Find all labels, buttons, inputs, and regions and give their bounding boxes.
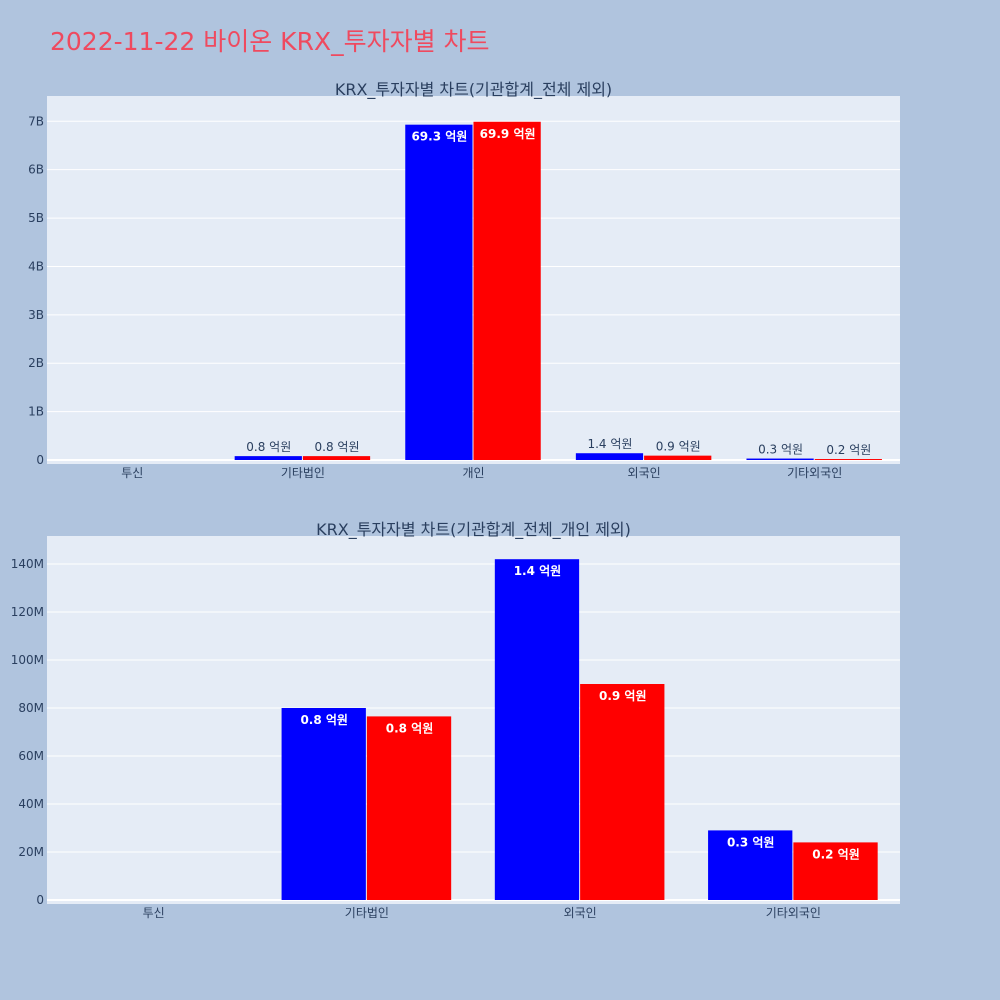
- y-tick-label-0-4: 4B: [28, 259, 44, 273]
- bar-label-1-0-3: 0.3 억원: [727, 835, 775, 849]
- bar-label-0-0-2: 69.3 억원: [411, 130, 467, 144]
- bar-1-1-1: [366, 716, 452, 900]
- bar-label-0-1-2: 69.9 억원: [480, 127, 536, 141]
- x-tick-label-0-2: 개인: [462, 466, 484, 480]
- bar-label-1-1-1: 0.8 억원: [386, 721, 434, 735]
- x-tick-label-1-0: 투신: [143, 906, 165, 920]
- x-tick-label-1-2: 외국인: [564, 906, 597, 920]
- x-tick-label-0-4: 기타외국인: [787, 466, 842, 480]
- bar-0-0-3: [575, 453, 644, 460]
- chart-title-1: KRX_투자자별 차트(기관합계_전체_개인 제외): [316, 520, 631, 540]
- y-tick-label-0-7: 7B: [28, 114, 44, 128]
- y-tick-label-1-1: 20M: [18, 845, 44, 859]
- x-tick-label-1-1: 기타법인: [345, 906, 389, 920]
- bar-0-0-1: [234, 456, 302, 460]
- page-title: 2022-11-22 바이온 KRX_투자자별 차트: [50, 27, 490, 56]
- bar-label-0-1-4: 0.2 억원: [826, 443, 871, 457]
- bar-0-0-4: [746, 458, 814, 460]
- y-tick-label-0-1: 1B: [28, 405, 44, 419]
- bar-label-0-1-1: 0.8 억원: [315, 440, 360, 454]
- bar-0-1-2: [473, 121, 541, 460]
- bar-label-1-1-2: 0.9 억원: [599, 689, 647, 703]
- y-tick-label-0-0: 0: [36, 453, 44, 467]
- x-tick-label-0-3: 외국인: [628, 466, 661, 480]
- x-tick-label-0-0: 투신: [121, 466, 143, 480]
- y-tick-label-0-6: 6B: [28, 163, 44, 177]
- y-tick-label-0-2: 2B: [28, 356, 44, 370]
- bar-1-1-2: [580, 684, 665, 900]
- y-tick-label-1-5: 100M: [11, 653, 44, 667]
- bar-0-1-1: [302, 456, 371, 460]
- x-tick-label-1-3: 기타외국인: [766, 906, 821, 920]
- bar-0-1-3: [644, 455, 712, 460]
- bar-0-1-4: [814, 459, 882, 460]
- bar-1-0-1: [281, 708, 366, 900]
- bar-1-0-2: [494, 559, 580, 900]
- bar-label-0-0-4: 0.3 억원: [758, 443, 803, 457]
- y-tick-label-1-0: 0: [36, 893, 44, 907]
- bar-label-1-0-2: 1.4 억원: [514, 564, 562, 578]
- y-tick-label-0-5: 5B: [28, 211, 44, 225]
- x-tick-label-0-1: 기타법인: [281, 466, 325, 480]
- bar-1-0-3: [708, 830, 793, 900]
- bar-label-0-0-1: 0.8 억원: [246, 440, 291, 454]
- bar-label-1-1-3: 0.2 억원: [812, 847, 860, 861]
- y-tick-label-1-6: 120M: [11, 605, 44, 619]
- bar-1-1-3: [793, 842, 878, 900]
- y-tick-label-0-3: 3B: [28, 308, 44, 322]
- bar-label-0-1-3: 0.9 억원: [656, 440, 701, 454]
- y-tick-label-1-4: 80M: [18, 701, 44, 715]
- bar-label-1-0-1: 0.8 억원: [300, 713, 348, 727]
- bar-label-0-0-3: 1.4 억원: [587, 437, 632, 451]
- y-tick-label-1-2: 40M: [18, 797, 44, 811]
- y-tick-label-1-3: 60M: [18, 749, 44, 763]
- bar-0-0-2: [405, 124, 473, 460]
- y-tick-label-1-7: 140M: [11, 557, 44, 571]
- chart-title-0: KRX_투자자별 차트(기관합계_전체 제외): [335, 80, 612, 100]
